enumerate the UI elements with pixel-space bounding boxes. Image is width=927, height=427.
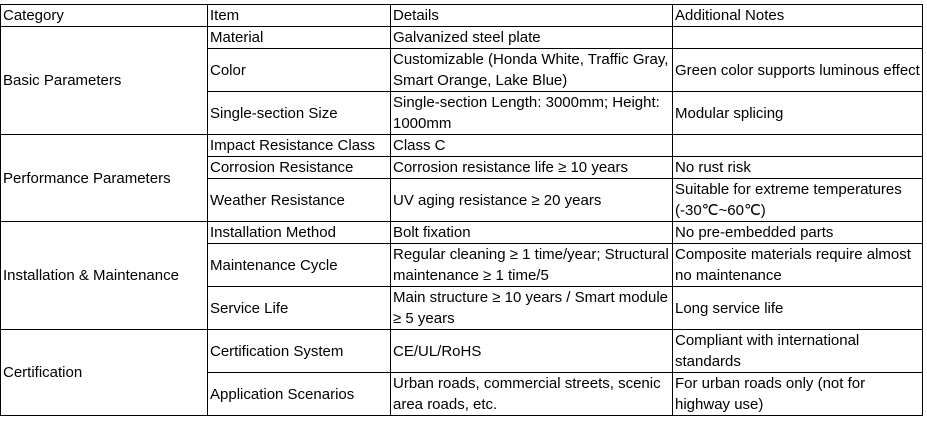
notes-cell: No rust risk — [672, 156, 923, 179]
item-cell: Service Life — [207, 286, 391, 330]
notes-cell: Suitable for extreme temperatures (-30℃~… — [672, 178, 923, 222]
header-cell: Details — [390, 4, 673, 27]
table-row: Service Life Main structure ≥ 10 years / … — [1, 286, 923, 330]
notes-cell — [672, 26, 923, 49]
notes-cell: Green color supports luminous effect — [672, 48, 923, 92]
details-cell: Galvanized steel plate — [390, 26, 673, 49]
table-row: Maintenance Cycle Regular cleaning ≥ 1 ti… — [1, 243, 923, 287]
notes-cell: Long service life — [672, 286, 923, 330]
notes-cell: Compliant with international standards — [672, 329, 923, 373]
details-cell: UV aging resistance ≥ 20 years — [390, 178, 673, 222]
details-cell: Bolt fixation — [390, 221, 673, 244]
details-cell: Urban roads, commercial streets, scenic … — [390, 372, 673, 416]
item-cell: Certification System — [207, 329, 391, 373]
table-row: Certification Certification System CE/UL/R… — [0, 329, 923, 416]
table-body: Basic Parameters Material Galvanized steel… — [0, 26, 923, 416]
spec-table: Category Item Details Additional Notes Basi… — [0, 4, 923, 416]
table-row: Installation & Maintenance Installation M… — [0, 221, 923, 330]
header-cell: Item — [207, 4, 391, 27]
table-row: Color Customizable (Honda White, Traffic … — [1, 48, 923, 92]
details-cell: Main structure ≥ 10 years / Smart module… — [390, 286, 673, 330]
item-cell: Corrosion Resistance — [207, 156, 391, 179]
table-row: Performance Parameters Impact Resistance … — [0, 134, 923, 222]
details-cell: Class C — [390, 134, 673, 157]
details-cell: Single-section Length: 3000mm; Height: 1… — [390, 91, 673, 135]
table-row: Application Scenarios Urban roads, commer… — [1, 372, 923, 416]
item-cell: Weather Resistance — [207, 178, 391, 222]
item-cell: Single-section Size — [207, 91, 391, 135]
page: Category Item Details Additional Notes Basi… — [0, 4, 927, 427]
notes-cell: Composite materials require almost no ma… — [672, 243, 923, 287]
category-cell: Installation & Maintenance — [0, 221, 208, 330]
category-cell: Certification — [0, 329, 208, 416]
header-cell: Additional Notes — [672, 4, 923, 27]
details-cell: CE/UL/RoHS — [390, 329, 673, 373]
item-cell: Color — [207, 48, 391, 92]
notes-cell: For urban roads only (not for highway us… — [672, 372, 923, 416]
header-cell: Category — [0, 4, 208, 27]
item-cell: Installation Method — [207, 221, 391, 244]
category-cell: Basic Parameters — [0, 26, 208, 135]
header-row: Category Item Details Additional Notes — [0, 4, 923, 27]
item-cell: Maintenance Cycle — [207, 243, 391, 287]
notes-cell: No pre-embedded parts — [672, 221, 923, 244]
item-cell: Impact Resistance Class — [207, 134, 391, 157]
notes-cell: Modular splicing — [672, 91, 923, 135]
category-cell: Performance Parameters — [0, 134, 208, 222]
details-cell: Customizable (Honda White, Traffic Gray,… — [390, 48, 673, 92]
item-cell: Application Scenarios — [207, 372, 391, 416]
item-cell: Material — [207, 26, 391, 49]
details-cell: Corrosion resistance life ≥ 10 years — [390, 156, 673, 179]
notes-cell — [672, 134, 923, 157]
details-cell: Regular cleaning ≥ 1 time/year; Structur… — [390, 243, 673, 287]
table-row: Single-section Size Single-section Length… — [1, 91, 923, 135]
table-row: Basic Parameters Material Galvanized steel… — [0, 26, 923, 135]
